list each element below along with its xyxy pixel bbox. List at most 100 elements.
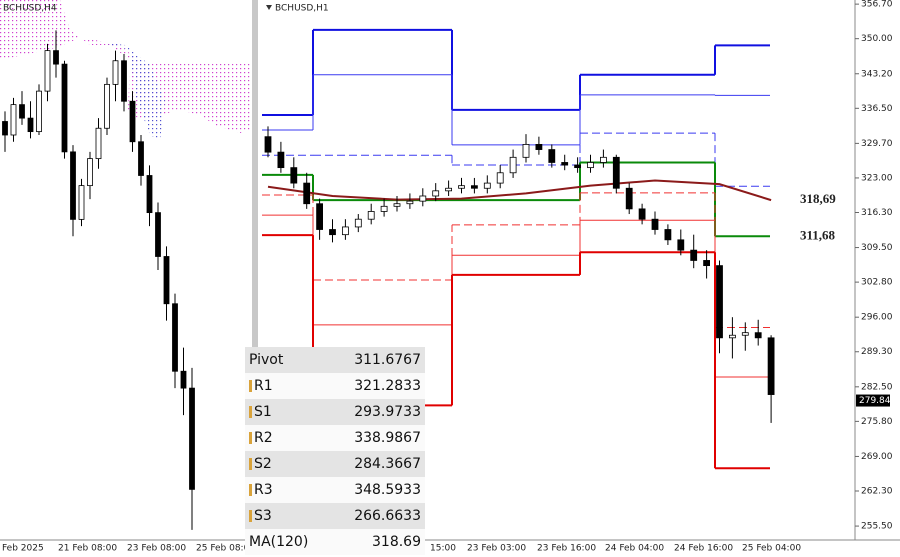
row-icon — [249, 510, 252, 522]
candle-body — [716, 265, 723, 339]
table-row: Pivot 311.6767 — [245, 347, 425, 373]
y-tick-label: 269.00 — [861, 452, 893, 462]
candle-body — [729, 334, 736, 339]
candle-body — [496, 172, 504, 184]
candle-body — [341, 226, 349, 236]
pane-divider — [252, 0, 258, 540]
candle-body — [290, 167, 298, 184]
candle-body — [587, 162, 594, 169]
y-tick-label: 336.50 — [861, 104, 893, 114]
ma-line — [267, 179, 772, 202]
cell-text: Pivot — [249, 352, 284, 368]
level-value: 284.3667 — [330, 451, 425, 477]
level-name: S1 — [245, 399, 330, 425]
level-value: 321.2833 — [330, 373, 425, 399]
candle-body — [406, 200, 414, 205]
level-value: 348.5933 — [330, 477, 425, 503]
table-row: R2 338.9867 — [245, 425, 425, 451]
candle-body — [600, 156, 607, 163]
candle-body — [70, 151, 76, 220]
last-price-box — [856, 394, 890, 407]
last-price-label: 279.84 — [859, 396, 891, 406]
y-tick-label: 255.50 — [861, 522, 893, 532]
left-title: BCHUSD,H4 — [3, 4, 57, 14]
time-label: 23 Feb 03:00 — [467, 544, 526, 554]
level-value: 338.9867 — [330, 425, 425, 451]
level-name: MA(120) — [245, 529, 330, 555]
level-annotation: 311,68 — [800, 227, 836, 242]
level-name: S2 — [245, 451, 330, 477]
cell-text: 266.6633 — [354, 508, 421, 524]
candle-body — [458, 185, 465, 189]
time-label: 25 Feb 04:00 — [742, 544, 801, 554]
cell-text: 293.9733 — [354, 404, 421, 420]
ichimoku-cloud — [100, 42, 165, 140]
cell-text: R2 — [254, 430, 273, 446]
candle-body — [303, 182, 311, 205]
candle-body — [651, 218, 659, 230]
cell-text: 321.2833 — [354, 378, 421, 394]
candle-body — [316, 203, 324, 230]
y-tick-label: 262.30 — [861, 487, 893, 497]
y-tick-label: 289.30 — [861, 347, 893, 357]
time-label: Feb 2025 — [2, 544, 44, 554]
candle-body — [767, 337, 775, 395]
y-tick-label: 350.00 — [861, 34, 893, 44]
candle-body — [393, 203, 401, 207]
candle-body — [155, 212, 161, 257]
candle-body — [277, 151, 285, 169]
time-label: 21 Feb 08:00 — [58, 544, 117, 554]
row-icon — [249, 458, 252, 470]
candle-body — [53, 50, 59, 65]
candle-body — [677, 239, 685, 251]
level-value: 318.69 — [330, 529, 425, 555]
level-name: S3 — [245, 503, 330, 529]
candle-body — [522, 144, 530, 158]
y-tick-label: 343.20 — [861, 69, 893, 79]
time-label: 24 Feb 16:00 — [674, 544, 733, 554]
cell-text: MA(120) — [249, 534, 309, 550]
time-label: 23 Feb 16:00 — [537, 544, 596, 554]
candle-body — [432, 190, 440, 197]
row-icon — [249, 484, 252, 496]
candle-body — [483, 182, 491, 189]
time-label: 23 Feb 08:00 — [127, 544, 186, 554]
levels-table: Pivot 311.6767 R1 321.2833 S1 293.9733 R2 338.9… — [245, 347, 425, 555]
candle-body — [146, 175, 153, 214]
cell-text: S1 — [254, 404, 272, 420]
level-name: R3 — [245, 477, 330, 503]
y-tick-label: 323.00 — [861, 173, 893, 183]
cell-text: 284.3667 — [354, 456, 421, 472]
y-tick-label: 309.50 — [861, 243, 893, 253]
candle-body — [121, 60, 127, 102]
candle-body — [163, 256, 170, 305]
cell-text: S2 — [254, 456, 272, 472]
row-icon — [249, 432, 252, 444]
candle-body — [419, 195, 427, 202]
level-value: 293.9733 — [330, 399, 425, 425]
candle-body — [664, 229, 672, 241]
candle-body — [172, 303, 178, 372]
level-name: R2 — [245, 425, 330, 451]
cell-text: 338.9867 — [354, 430, 421, 446]
menu-icon — [266, 5, 272, 10]
candle-body — [354, 218, 362, 228]
candle-body — [44, 50, 51, 92]
y-tick-label: 302.80 — [861, 278, 893, 288]
candle-body — [367, 211, 375, 220]
candle-body — [87, 158, 93, 187]
y-tick-label: 275.80 — [861, 417, 893, 427]
candle-body — [19, 104, 25, 119]
candle-body — [470, 185, 478, 189]
candle-body — [445, 187, 453, 192]
candle-body — [10, 104, 17, 136]
candle-body — [741, 332, 749, 336]
candle-body — [264, 136, 272, 153]
cell-text: S3 — [254, 508, 272, 524]
right-pane — [262, 28, 775, 470]
candle-body — [329, 229, 336, 236]
level-value: 266.6633 — [330, 503, 425, 529]
row-icon — [249, 380, 252, 392]
candle-body — [703, 260, 710, 267]
